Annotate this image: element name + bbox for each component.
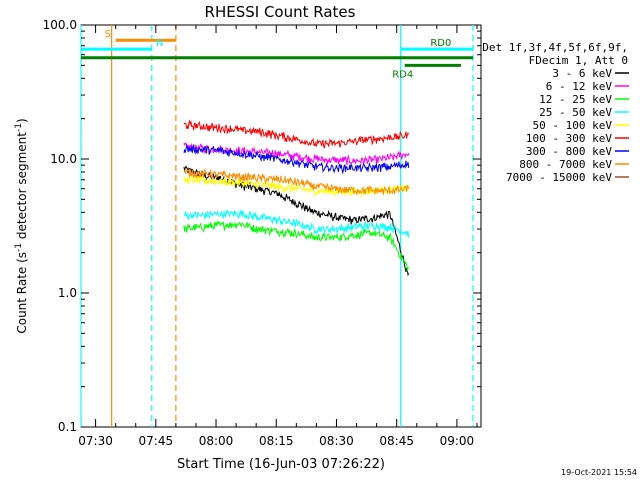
- series-line: [183, 168, 410, 196]
- annotation-label: RD0: [430, 38, 451, 49]
- x-tick-label: 08:30: [319, 434, 354, 448]
- x-tick-label: 08:15: [259, 434, 294, 448]
- y-tick-label: 0.1: [58, 420, 77, 434]
- y-axis-label-exp2: -1: [14, 123, 24, 132]
- legend-header-line-2: FDecim 1, Att 0: [529, 54, 628, 67]
- y-tick-label: 1.0: [58, 286, 77, 300]
- x-tick-label: 08:00: [199, 434, 234, 448]
- series-line: [183, 143, 410, 175]
- legend-header-line-1: Det 1f,3f,4f,5f,6f,9f,: [482, 41, 628, 54]
- legend-entry-label: 100 - 300 keV: [526, 132, 612, 145]
- legend-entry-label: 50 - 100 keV: [533, 119, 613, 132]
- y-axis-label-prefix: Count Rate (s: [15, 252, 29, 334]
- legend-entry-label: 7000 - 15000 keV: [506, 171, 612, 184]
- annotation-group: S N RD0 RD4: [81, 29, 473, 80]
- y-axis: 0.1 1.0 10.0 100.0: [43, 18, 481, 434]
- legend-entry-label: 25 - 50 keV: [539, 106, 612, 119]
- x-tick-label: 07:45: [139, 434, 174, 448]
- legend-entry-label: 3 - 6 keV: [552, 67, 612, 80]
- annotation-label: RD4: [392, 69, 413, 80]
- y-axis-label-exp1: -1: [14, 243, 24, 252]
- x-tick-label: 08:45: [379, 434, 414, 448]
- legend: Det 1f,3f,4f,5f,6f,9f, FDecim 1, Att 0 3…: [482, 41, 629, 184]
- y-tick-label: 10.0: [50, 152, 77, 166]
- legend-entry-label: 800 - 7000 keV: [519, 158, 612, 171]
- legend-entry-label: 6 - 12 keV: [546, 80, 613, 93]
- chart-title: RHESSI Count Rates: [205, 3, 356, 21]
- generated-timestamp: 19-Oct-2021 15:54: [561, 468, 637, 477]
- y-axis-label: Count Rate (s-1 detector segment-1): [14, 118, 29, 333]
- x-axis: 07:30 07:45 08:00 08:15 08:30 08:45 09:00: [78, 25, 478, 448]
- series-line: [183, 119, 410, 150]
- x-axis-label: Start Time (16-Jun-03 07:26:22): [177, 457, 385, 472]
- series-line: [183, 220, 410, 272]
- y-tick-label: 100.0: [43, 18, 77, 32]
- x-tick-label: 07:30: [78, 434, 113, 448]
- series-line: [183, 209, 410, 238]
- vertical-marker-group: [80, 25, 474, 427]
- legend-entry-label: 300 - 800 keV: [526, 145, 612, 158]
- plot-frame: [80, 24, 482, 428]
- annotation-label: S: [104, 29, 110, 40]
- annotation-label: N: [156, 38, 163, 49]
- legend-entry-label: 12 - 25 keV: [539, 93, 612, 106]
- x-tick-label: 09:00: [440, 434, 475, 448]
- y-axis-label-middle: detector segment: [15, 132, 29, 243]
- y-axis-label-suffix: ): [15, 118, 29, 123]
- series-group: [183, 119, 410, 277]
